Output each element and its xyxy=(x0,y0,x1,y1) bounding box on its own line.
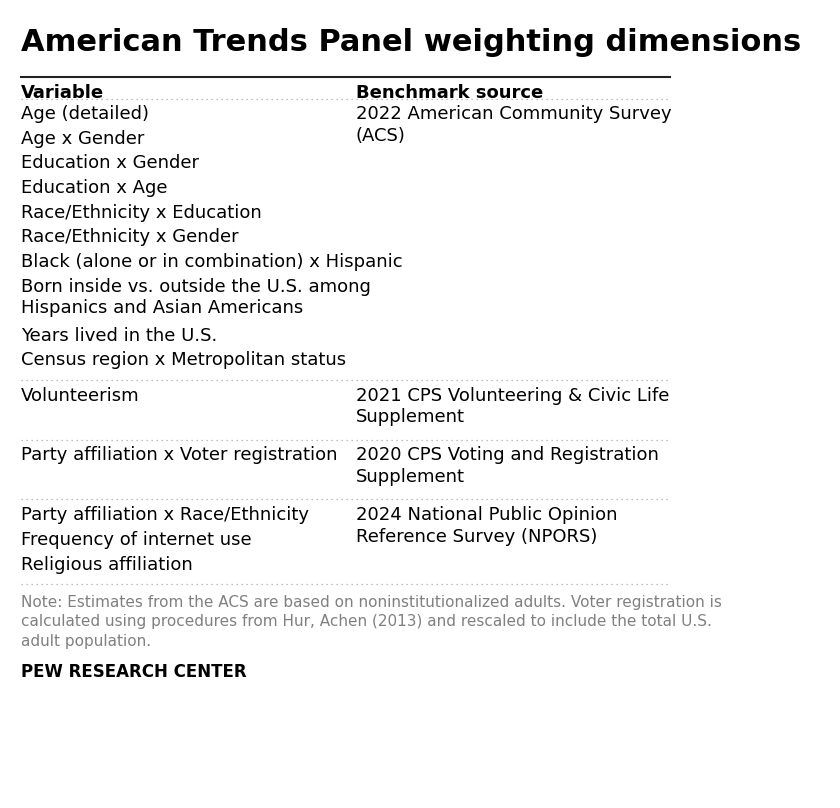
Text: Years lived in the U.S.: Years lived in the U.S. xyxy=(21,326,217,345)
Text: Party affiliation x Race/Ethnicity: Party affiliation x Race/Ethnicity xyxy=(21,506,309,524)
Text: Race/Ethnicity x Education: Race/Ethnicity x Education xyxy=(21,204,261,221)
Text: Race/Ethnicity x Gender: Race/Ethnicity x Gender xyxy=(21,228,239,246)
Text: American Trends Panel weighting dimensions: American Trends Panel weighting dimensio… xyxy=(21,28,801,57)
Text: Frequency of internet use: Frequency of internet use xyxy=(21,531,251,549)
Text: PEW RESEARCH CENTER: PEW RESEARCH CENTER xyxy=(21,663,246,681)
Text: 2022 American Community Survey
(ACS): 2022 American Community Survey (ACS) xyxy=(356,105,672,145)
Text: Age x Gender: Age x Gender xyxy=(21,129,144,148)
Text: Born inside vs. outside the U.S. among
Hispanics and Asian Americans: Born inside vs. outside the U.S. among H… xyxy=(21,277,370,317)
Text: Age (detailed): Age (detailed) xyxy=(21,105,149,123)
Text: Black (alone or in combination) x Hispanic: Black (alone or in combination) x Hispan… xyxy=(21,253,402,271)
Text: Religious affiliation: Religious affiliation xyxy=(21,556,192,574)
Text: Census region x Metropolitan status: Census region x Metropolitan status xyxy=(21,351,346,369)
Text: Education x Age: Education x Age xyxy=(21,179,167,197)
Text: Variable: Variable xyxy=(21,84,104,102)
Text: Party affiliation x Voter registration: Party affiliation x Voter registration xyxy=(21,446,337,465)
Text: Note: Estimates from the ACS are based on noninstitutionalized adults. Voter reg: Note: Estimates from the ACS are based o… xyxy=(21,595,722,650)
Text: Benchmark source: Benchmark source xyxy=(356,84,543,102)
Text: Education x Gender: Education x Gender xyxy=(21,154,199,172)
Text: 2024 National Public Opinion
Reference Survey (NPORS): 2024 National Public Opinion Reference S… xyxy=(356,506,617,545)
Text: 2021 CPS Volunteering & Civic Life
Supplement: 2021 CPS Volunteering & Civic Life Suppl… xyxy=(356,387,669,426)
Text: 2020 CPS Voting and Registration
Supplement: 2020 CPS Voting and Registration Supplem… xyxy=(356,446,659,486)
Text: Volunteerism: Volunteerism xyxy=(21,387,139,405)
